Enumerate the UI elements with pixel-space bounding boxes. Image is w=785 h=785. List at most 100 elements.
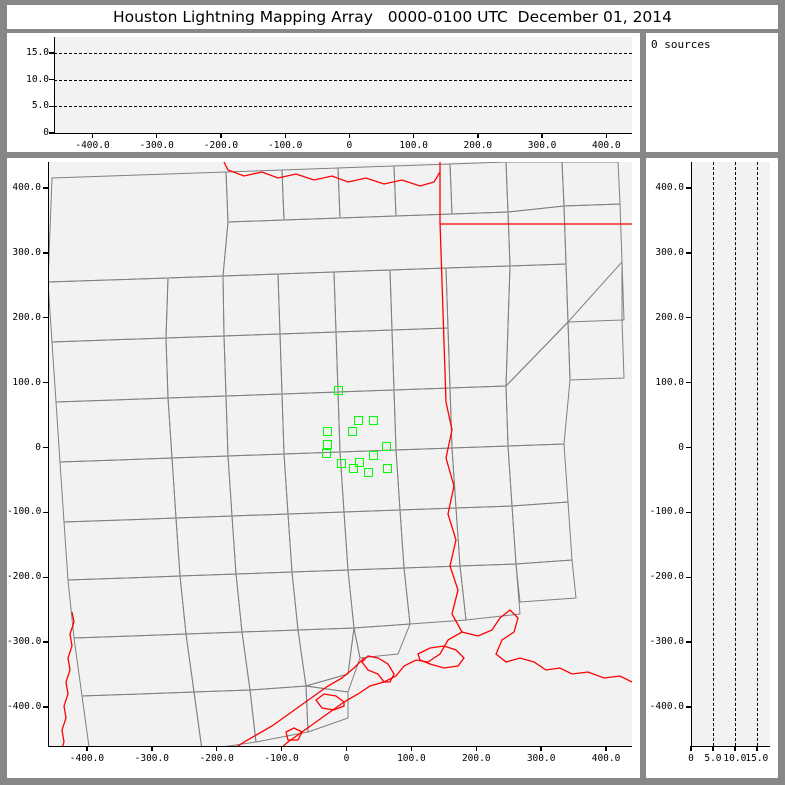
height-east-y-tick [686,511,691,514]
time-height-x-tick [477,133,479,138]
height-east-y-tick [686,446,691,449]
map-x-tick [475,746,477,751]
time-height-x-tick-label: -400.0 [75,140,110,151]
time-height-panel[interactable]: 0 5.0 10.0 15.0 -400.0 -300.0 -200.0 -100.0 0 100… [7,33,640,152]
map-y-tick-label: 400.0 [12,181,41,193]
time-height-x-tick [412,133,415,138]
map-x-tick [410,746,413,751]
source-marker [382,463,392,473]
height-east-x-tick [712,746,714,751]
time-height-y-tick [49,105,54,108]
map-y-tick [43,576,48,578]
plan-view-map-plot-area[interactable] [48,162,632,746]
sources-count-panel: 0 sources [646,33,778,152]
plan-view-map-panel[interactable]: 400.0 300.0 200.0 100.0 0 -100.0 -200.0 -300.0 -… [7,158,640,778]
map-y-tick-label: -400.0 [7,701,42,713]
map-x-tick [540,746,542,751]
map-y-tick-label: 300.0 [12,246,41,258]
height-east-x-tick-label: 5.0 [704,753,722,764]
map-y-tick-label: 200.0 [12,311,41,323]
height-east-gridline [756,162,758,746]
source-marker [347,427,357,437]
height-east-x-tick-label: 15.0 [745,753,769,764]
time-height-x-tick-label: -300.0 [139,140,174,151]
map-x-tick-label: 300.0 [526,753,556,764]
height-east-y-tick-label: 200.0 [655,311,684,323]
time-height-x-tick [541,133,543,138]
height-east-y-tick [686,381,691,384]
height-east-y-tick-label: -300.0 [649,636,684,648]
time-height-x-tick [156,133,158,138]
height-east-y-axis [691,162,693,747]
map-y-tick [43,446,48,449]
map-x-axis [48,746,632,748]
time-height-x-tick-label: 200.0 [463,140,493,151]
height-east-panel[interactable]: 0 5.0 10.0 15.0 400.0 300.0 200.0 100.0 0 -100.0 -… [646,158,778,778]
map-x-tick [345,746,348,751]
source-marker [382,442,392,452]
height-east-x-tick-label: 0 [688,753,694,764]
map-y-tick-label: 0 [35,441,41,453]
map-x-tick-label: 200.0 [461,753,491,764]
map-x-tick [605,746,607,751]
height-east-x-tick [690,746,692,751]
time-height-x-tick-label: 0 [346,140,353,151]
time-height-y-tick [49,78,54,81]
source-marker [321,448,331,458]
state-and-coast-borders [61,162,632,746]
height-east-gridline [712,162,714,746]
map-x-tick [151,746,153,751]
height-east-y-tick-label: -100.0 [649,506,684,518]
map-y-tick [43,381,48,384]
time-height-y-tick [49,132,54,134]
page-title: Houston Lightning Mapping Array 0000-010… [112,8,673,26]
source-marker [322,426,332,436]
height-east-y-tick-label: -200.0 [649,571,684,583]
time-height-gridline [54,79,632,81]
time-height-plot-area[interactable] [54,37,632,133]
county-borders [48,162,625,746]
source-marker [353,415,363,425]
time-height-x-tick-label: -200.0 [203,140,239,151]
map-x-tick-label: -100.0 [264,753,299,764]
time-height-x-tick [284,133,286,138]
height-east-y-tick-label: 100.0 [655,376,684,388]
source-marker [364,467,374,477]
map-x-tick-label: -400.0 [69,753,105,764]
time-height-x-tick-label: 300.0 [527,140,557,151]
source-marker [354,457,364,467]
height-east-y-tick [686,706,691,708]
height-east-x-axis [691,746,770,748]
time-height-x-tick-label: 100.0 [399,140,428,151]
title-bar: Houston Lightning Mapping Array 0000-010… [7,5,778,29]
county-borders-detail [249,623,411,743]
map-y-tick [43,641,48,643]
height-east-plot-area[interactable] [691,162,770,746]
height-east-y-tick-label: 0 [678,441,684,453]
height-east-x-tick [756,746,758,751]
height-east-y-tick [686,187,691,189]
time-height-gridline [54,106,632,108]
map-y-tick [43,511,48,514]
height-east-y-tick-label: 300.0 [655,246,684,258]
map-x-tick-label: 100.0 [397,753,426,764]
time-height-gridline [54,53,632,54]
map-y-tick-label: -300.0 [7,636,42,648]
time-height-x-axis [54,133,632,135]
height-east-y-tick [686,641,691,643]
time-height-y-tick [49,52,54,54]
time-height-x-tick-label: 400.0 [591,140,621,151]
time-height-y-tick-label: 10.0 [26,73,49,85]
source-marker [336,458,346,468]
map-x-tick-label: 400.0 [591,753,621,764]
time-height-x-tick-label: -100.0 [268,140,303,151]
height-east-y-tick [686,252,691,254]
map-y-tick-label: -200.0 [7,571,42,583]
map-y-tick [43,317,48,319]
map-y-tick [43,706,48,708]
map-x-tick [86,746,88,751]
time-height-x-tick [220,133,222,138]
map-x-tick [216,746,218,751]
height-east-gridline [734,162,736,746]
